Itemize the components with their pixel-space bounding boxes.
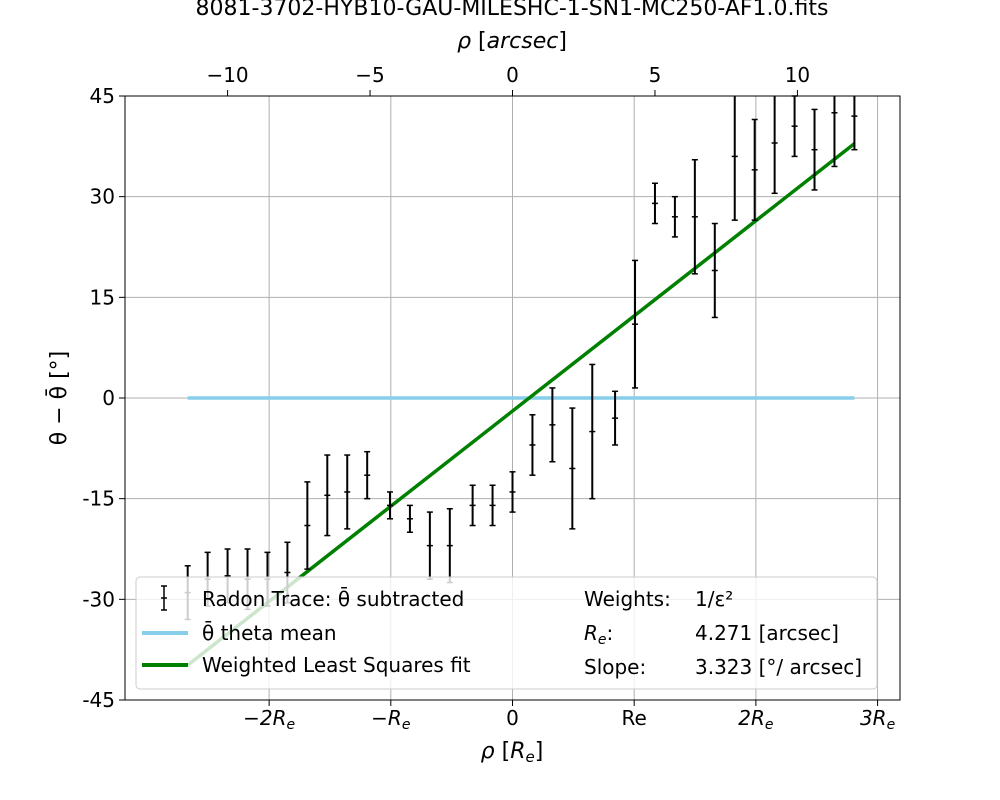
errorbar-point (446, 507, 453, 584)
errorbar-point (612, 390, 619, 446)
x-tick-label: −2Re (243, 706, 295, 733)
errorbar-point (751, 118, 758, 221)
errorbar-point (406, 504, 413, 533)
errorbar-point (771, 96, 778, 195)
errorbar-point (509, 471, 516, 513)
legend-box (135, 576, 878, 690)
annotation-re-label: Re: (584, 621, 613, 648)
errorbar-point (831, 96, 838, 168)
annotation-weights-label: Weights: (584, 587, 671, 611)
errorbar-point (344, 454, 351, 530)
y-tick-label: -45 (82, 688, 115, 712)
legend-label-wls-fit: Weighted Least Squares fit (202, 653, 471, 677)
annotation-re-value: 4.271 [arcsec] (695, 621, 839, 645)
y-tick-label: -30 (82, 587, 115, 611)
top-x-tick-label: 5 (649, 63, 662, 87)
y-tick-label: 0 (102, 386, 115, 410)
errorbar-point (691, 159, 698, 275)
errorbar-point (651, 182, 658, 225)
errorbar-point (469, 484, 476, 527)
y-tick-label: 45 (90, 84, 115, 108)
errorbar-point (324, 454, 331, 537)
errorbar-point (386, 491, 393, 520)
errorbar-point (364, 450, 371, 500)
top-x-tick-label: −10 (206, 63, 248, 87)
y-tick-label: -15 (82, 487, 115, 511)
y-tick-label: 30 (90, 185, 115, 209)
errorbar-point (851, 96, 858, 151)
top-x-tick-label: 0 (506, 63, 519, 87)
x-tick-label: −Re (371, 706, 410, 733)
errorbar-point (569, 407, 576, 530)
axes: 45 30 15 0 -15 -30 -45 −2Re −Re 0 Re 2Re 3Re −10 −5 0 5 1… (82, 63, 895, 733)
top-x-tick-label: 10 (785, 63, 810, 87)
errorbar-point (529, 414, 536, 476)
errorbar-point (632, 259, 639, 389)
legend-label-radon-trace: Radon Trace: θ̄ subtracted (202, 586, 464, 611)
errorbar-point (731, 96, 738, 221)
chart-title: 8081-3702-HYB10-GAU-MILESHC-1-SN1-MC250-… (196, 0, 829, 21)
errorbar-point (711, 222, 718, 319)
errorbar-point (589, 363, 596, 500)
x-tick-label: 0 (506, 706, 519, 730)
annotation-slope-label: Slope: (584, 655, 646, 679)
errorbar-point (791, 95, 798, 158)
plot-area (184, 95, 858, 667)
errorbar-point (549, 387, 556, 463)
x-tick-label: Re (622, 706, 647, 730)
errorbar-point (811, 108, 818, 191)
top-x-tick-label: −5 (355, 63, 384, 87)
x-tick-label: 2Re (738, 706, 773, 733)
x-tick-label: 3Re (860, 706, 895, 733)
errorbar-point (426, 511, 433, 580)
legend: Radon Trace: θ̄ subtracted θ̄ theta mean… (135, 576, 878, 690)
errorbar-point (489, 484, 496, 527)
x-axis-title: ρ [Re] (481, 739, 544, 766)
top-x-axis-title: ρ [arcsec] (457, 29, 567, 54)
errorbar-point (671, 195, 678, 238)
annotation-slope-value: 3.323 [°/ arcsec] (695, 655, 862, 679)
errorbar-point (304, 481, 311, 570)
y-axis-title: θ − θ̄ [°] (46, 351, 72, 446)
legend-label-theta-mean: θ̄ theta mean (202, 620, 337, 645)
y-tick-label: 15 (90, 285, 115, 309)
legend-errorbar-handle (161, 585, 167, 611)
annotation-weights-value: 1/ε² (695, 587, 733, 611)
